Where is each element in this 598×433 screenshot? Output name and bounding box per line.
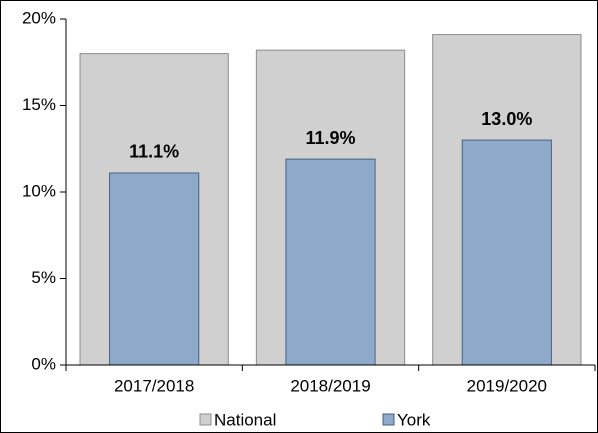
x-tick-label: 2018/2019 xyxy=(290,376,370,395)
legend-label: National xyxy=(214,410,276,429)
y-tick-label: 5% xyxy=(31,268,56,287)
y-tick-label: 10% xyxy=(22,181,56,200)
y-tick-label: 0% xyxy=(31,354,56,373)
value-label: 13.0% xyxy=(481,109,532,129)
value-label: 11.1% xyxy=(129,142,179,162)
legend-swatch xyxy=(382,413,395,426)
x-tick-label: 2019/2020 xyxy=(467,376,547,395)
bar xyxy=(285,158,376,366)
legend-label: York xyxy=(397,410,431,429)
y-tick-label: 20% xyxy=(22,8,56,27)
bar xyxy=(109,172,200,366)
bar xyxy=(461,139,552,366)
y-tick-label: 15% xyxy=(22,95,56,114)
x-tick-label: 2017/2018 xyxy=(114,376,194,395)
value-label: 11.9% xyxy=(305,128,355,148)
legend-swatch xyxy=(199,413,212,426)
